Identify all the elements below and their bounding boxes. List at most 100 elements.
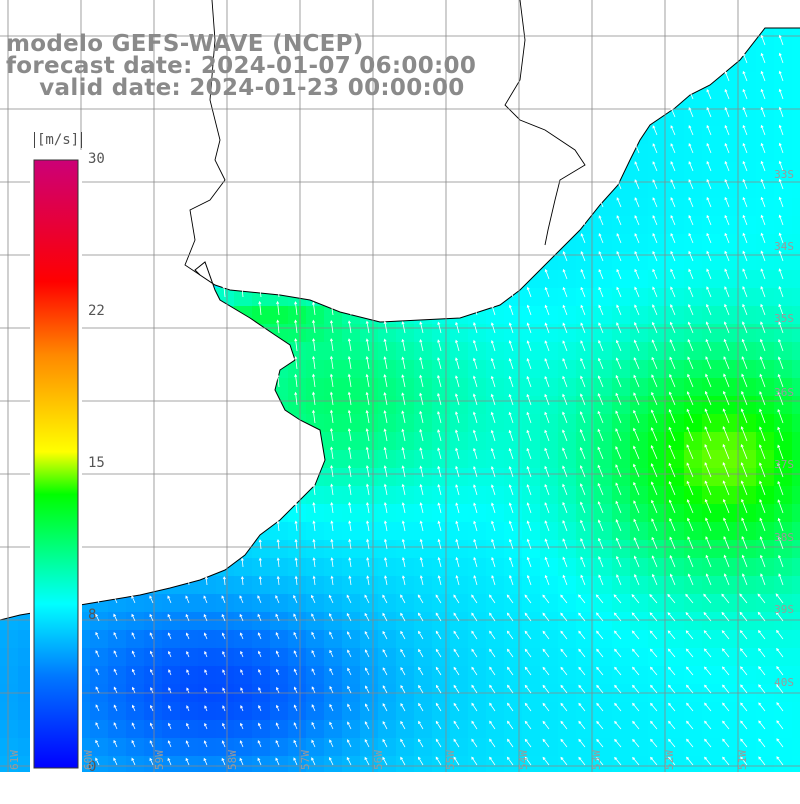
wind-speed-cell xyxy=(756,666,775,685)
wind-vector-arrow xyxy=(346,612,352,622)
wind-vector-arrow xyxy=(777,499,784,514)
wind-speed-cell xyxy=(414,594,433,613)
wind-speed-cell xyxy=(630,216,649,235)
wind-vector-arrow xyxy=(348,501,352,514)
wind-vector-arrow xyxy=(776,720,784,730)
wind-vector-arrow xyxy=(722,390,730,406)
wind-vector-arrow xyxy=(651,374,658,388)
wind-vector-arrow xyxy=(616,339,622,352)
wind-speed-cell xyxy=(738,612,757,631)
wind-vector-arrow xyxy=(704,426,712,442)
wind-vector-arrow xyxy=(687,573,694,586)
wind-speed-cell xyxy=(378,720,397,739)
wind-vector-arrow xyxy=(704,408,712,424)
wind-speed-cell xyxy=(720,180,739,199)
wind-vector-arrow xyxy=(275,757,280,766)
wind-speed-cell xyxy=(792,558,800,577)
wind-vector-arrow xyxy=(778,106,784,118)
wind-speed-cell xyxy=(612,360,631,379)
wind-vector-arrow xyxy=(742,196,748,208)
wind-speed-cell xyxy=(774,666,793,685)
wind-vector-arrow xyxy=(778,52,784,64)
wind-speed-cell xyxy=(378,738,397,757)
wind-vector-arrow xyxy=(615,464,622,478)
wind-speed-cell xyxy=(342,630,361,649)
wind-speed-cell xyxy=(342,378,361,397)
wind-speed-cell xyxy=(774,108,793,127)
wind-speed-cell xyxy=(126,702,145,721)
wind-vector-arrow xyxy=(542,738,550,748)
wind-vector-arrow xyxy=(634,321,640,334)
wind-speed-cell xyxy=(162,612,181,631)
wind-speed-cell xyxy=(684,216,703,235)
wind-speed-cell xyxy=(468,342,487,361)
wind-vector-arrow xyxy=(650,481,658,496)
wind-vector-arrow xyxy=(777,391,784,406)
wind-speed-cell xyxy=(108,720,127,739)
wind-vector-arrow xyxy=(652,215,658,226)
wind-vector-arrow xyxy=(435,720,442,730)
wind-speed-cell xyxy=(702,504,721,523)
wind-speed-cell xyxy=(630,324,649,343)
wind-speed-cell xyxy=(432,522,451,541)
wind-vector-arrow xyxy=(578,648,586,658)
wind-speed-cell xyxy=(648,306,667,325)
wind-speed-cell xyxy=(594,702,613,721)
wind-vector-arrow xyxy=(258,300,262,316)
wind-speed-cell xyxy=(396,540,415,559)
wind-speed-cell xyxy=(216,720,235,739)
wind-vector-arrow xyxy=(239,757,244,766)
wind-vector-arrow xyxy=(542,702,550,712)
wind-vector-arrow xyxy=(131,722,136,730)
wind-vector-arrow xyxy=(721,593,730,604)
wind-vector-arrow xyxy=(596,738,604,748)
wind-speed-cell xyxy=(540,288,559,307)
wind-speed-cell xyxy=(504,540,523,559)
wind-vector-arrow xyxy=(616,304,622,316)
wind-speed-cell xyxy=(648,756,667,775)
wind-speed-cell xyxy=(630,198,649,217)
wind-vector-arrow xyxy=(633,518,640,532)
wind-speed-cell xyxy=(756,486,775,505)
wind-vector-arrow xyxy=(760,178,766,190)
wind-speed-cell xyxy=(684,738,703,757)
wind-vector-arrow xyxy=(776,756,784,766)
wind-speed-cell xyxy=(396,630,415,649)
wind-vector-arrow xyxy=(777,536,784,550)
wind-speed-cell xyxy=(594,720,613,739)
wind-speed-cell xyxy=(756,522,775,541)
wind-speed-cell xyxy=(414,468,433,487)
wind-vector-arrow xyxy=(508,520,514,532)
wind-vector-arrow xyxy=(760,106,766,118)
wind-vector-arrow xyxy=(760,124,766,136)
wind-speed-cell xyxy=(468,396,487,415)
wind-vector-arrow xyxy=(597,464,604,478)
wind-vector-arrow xyxy=(634,143,640,154)
wind-speed-cell xyxy=(720,666,739,685)
wind-speed-cell xyxy=(432,432,451,451)
wind-speed-cell xyxy=(738,594,757,613)
wind-vector-arrow xyxy=(419,338,424,352)
wind-speed-cell xyxy=(324,342,343,361)
wind-speed-cell xyxy=(522,576,541,595)
wind-speed-cell xyxy=(378,396,397,415)
wind-vector-arrow xyxy=(294,338,298,352)
wind-vector-arrow xyxy=(633,463,640,478)
wind-speed-cell xyxy=(558,468,577,487)
wind-speed-cell xyxy=(324,648,343,667)
wind-vector-arrow xyxy=(688,214,694,226)
wind-vector-arrow xyxy=(741,356,748,370)
wind-speed-cell xyxy=(612,522,631,541)
wind-speed-cell xyxy=(342,558,361,577)
wind-vector-arrow xyxy=(419,575,424,586)
wind-vector-arrow xyxy=(722,480,730,496)
wind-speed-cell xyxy=(234,576,253,595)
wind-speed-cell xyxy=(594,612,613,631)
wind-speed-cell xyxy=(630,666,649,685)
wind-vector-arrow xyxy=(472,357,478,370)
wind-vector-arrow xyxy=(490,447,496,460)
wind-vector-arrow xyxy=(276,704,280,712)
wind-vector-arrow xyxy=(222,284,226,298)
wind-vector-arrow xyxy=(526,429,532,442)
wind-vector-arrow xyxy=(473,339,478,352)
